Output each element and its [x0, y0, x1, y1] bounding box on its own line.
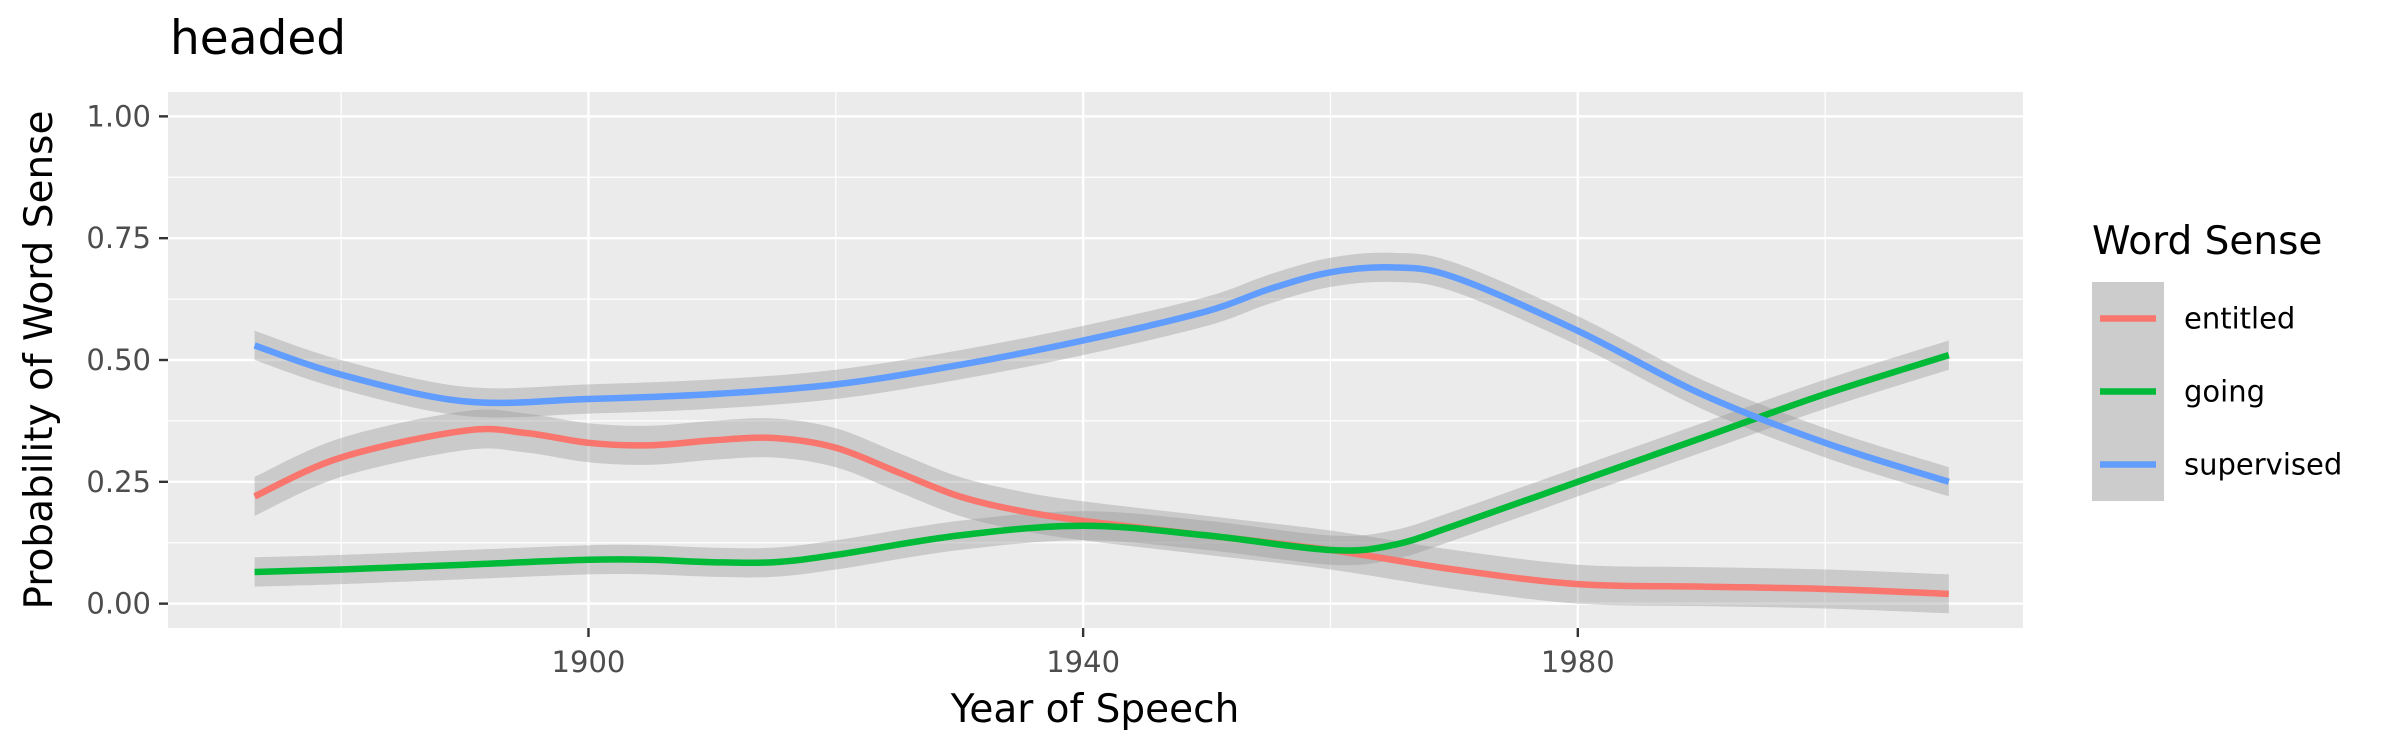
series-line-going: [254, 352, 1950, 576]
y-axis: 0.00 0.25 0.50 0.75 1.00: [86, 99, 168, 621]
legend-label-supervised: supervised: [2184, 448, 2342, 482]
y-tick-label: 0.00: [86, 587, 151, 621]
confidence-band-entitled: [254, 409, 1949, 614]
legend-title: Word Sense: [2092, 219, 2322, 264]
x-tick-label: 1900: [552, 645, 626, 679]
x-axis-title: Year of Speech: [950, 687, 1240, 732]
legend-label-going: going: [2184, 375, 2265, 409]
legend: Word Sense entitled going supervised: [2092, 219, 2342, 501]
x-axis: 1900 1940 1980: [552, 628, 1615, 679]
y-tick-label: 1.00: [86, 99, 151, 133]
y-axis-title: Probability of Word Sense: [17, 111, 62, 610]
grid-major: [168, 92, 2023, 628]
x-tick-label: 1980: [1541, 645, 1615, 679]
y-tick-label: 0.25: [86, 465, 151, 499]
series-lines: [253, 263, 1950, 598]
series-line-supervised: [253, 263, 1950, 485]
legend-label-entitled: entitled: [2184, 302, 2295, 336]
chart-title: headed: [170, 11, 346, 66]
y-tick-label: 0.50: [86, 343, 151, 377]
confidence-band-going: [254, 340, 1949, 587]
confidence-band-supervised: [254, 252, 1949, 497]
series-line-entitled: [253, 425, 1949, 598]
y-tick-label: 0.75: [86, 221, 151, 255]
x-tick-label: 1940: [1046, 645, 1120, 679]
confidence-bands: [254, 252, 1949, 614]
